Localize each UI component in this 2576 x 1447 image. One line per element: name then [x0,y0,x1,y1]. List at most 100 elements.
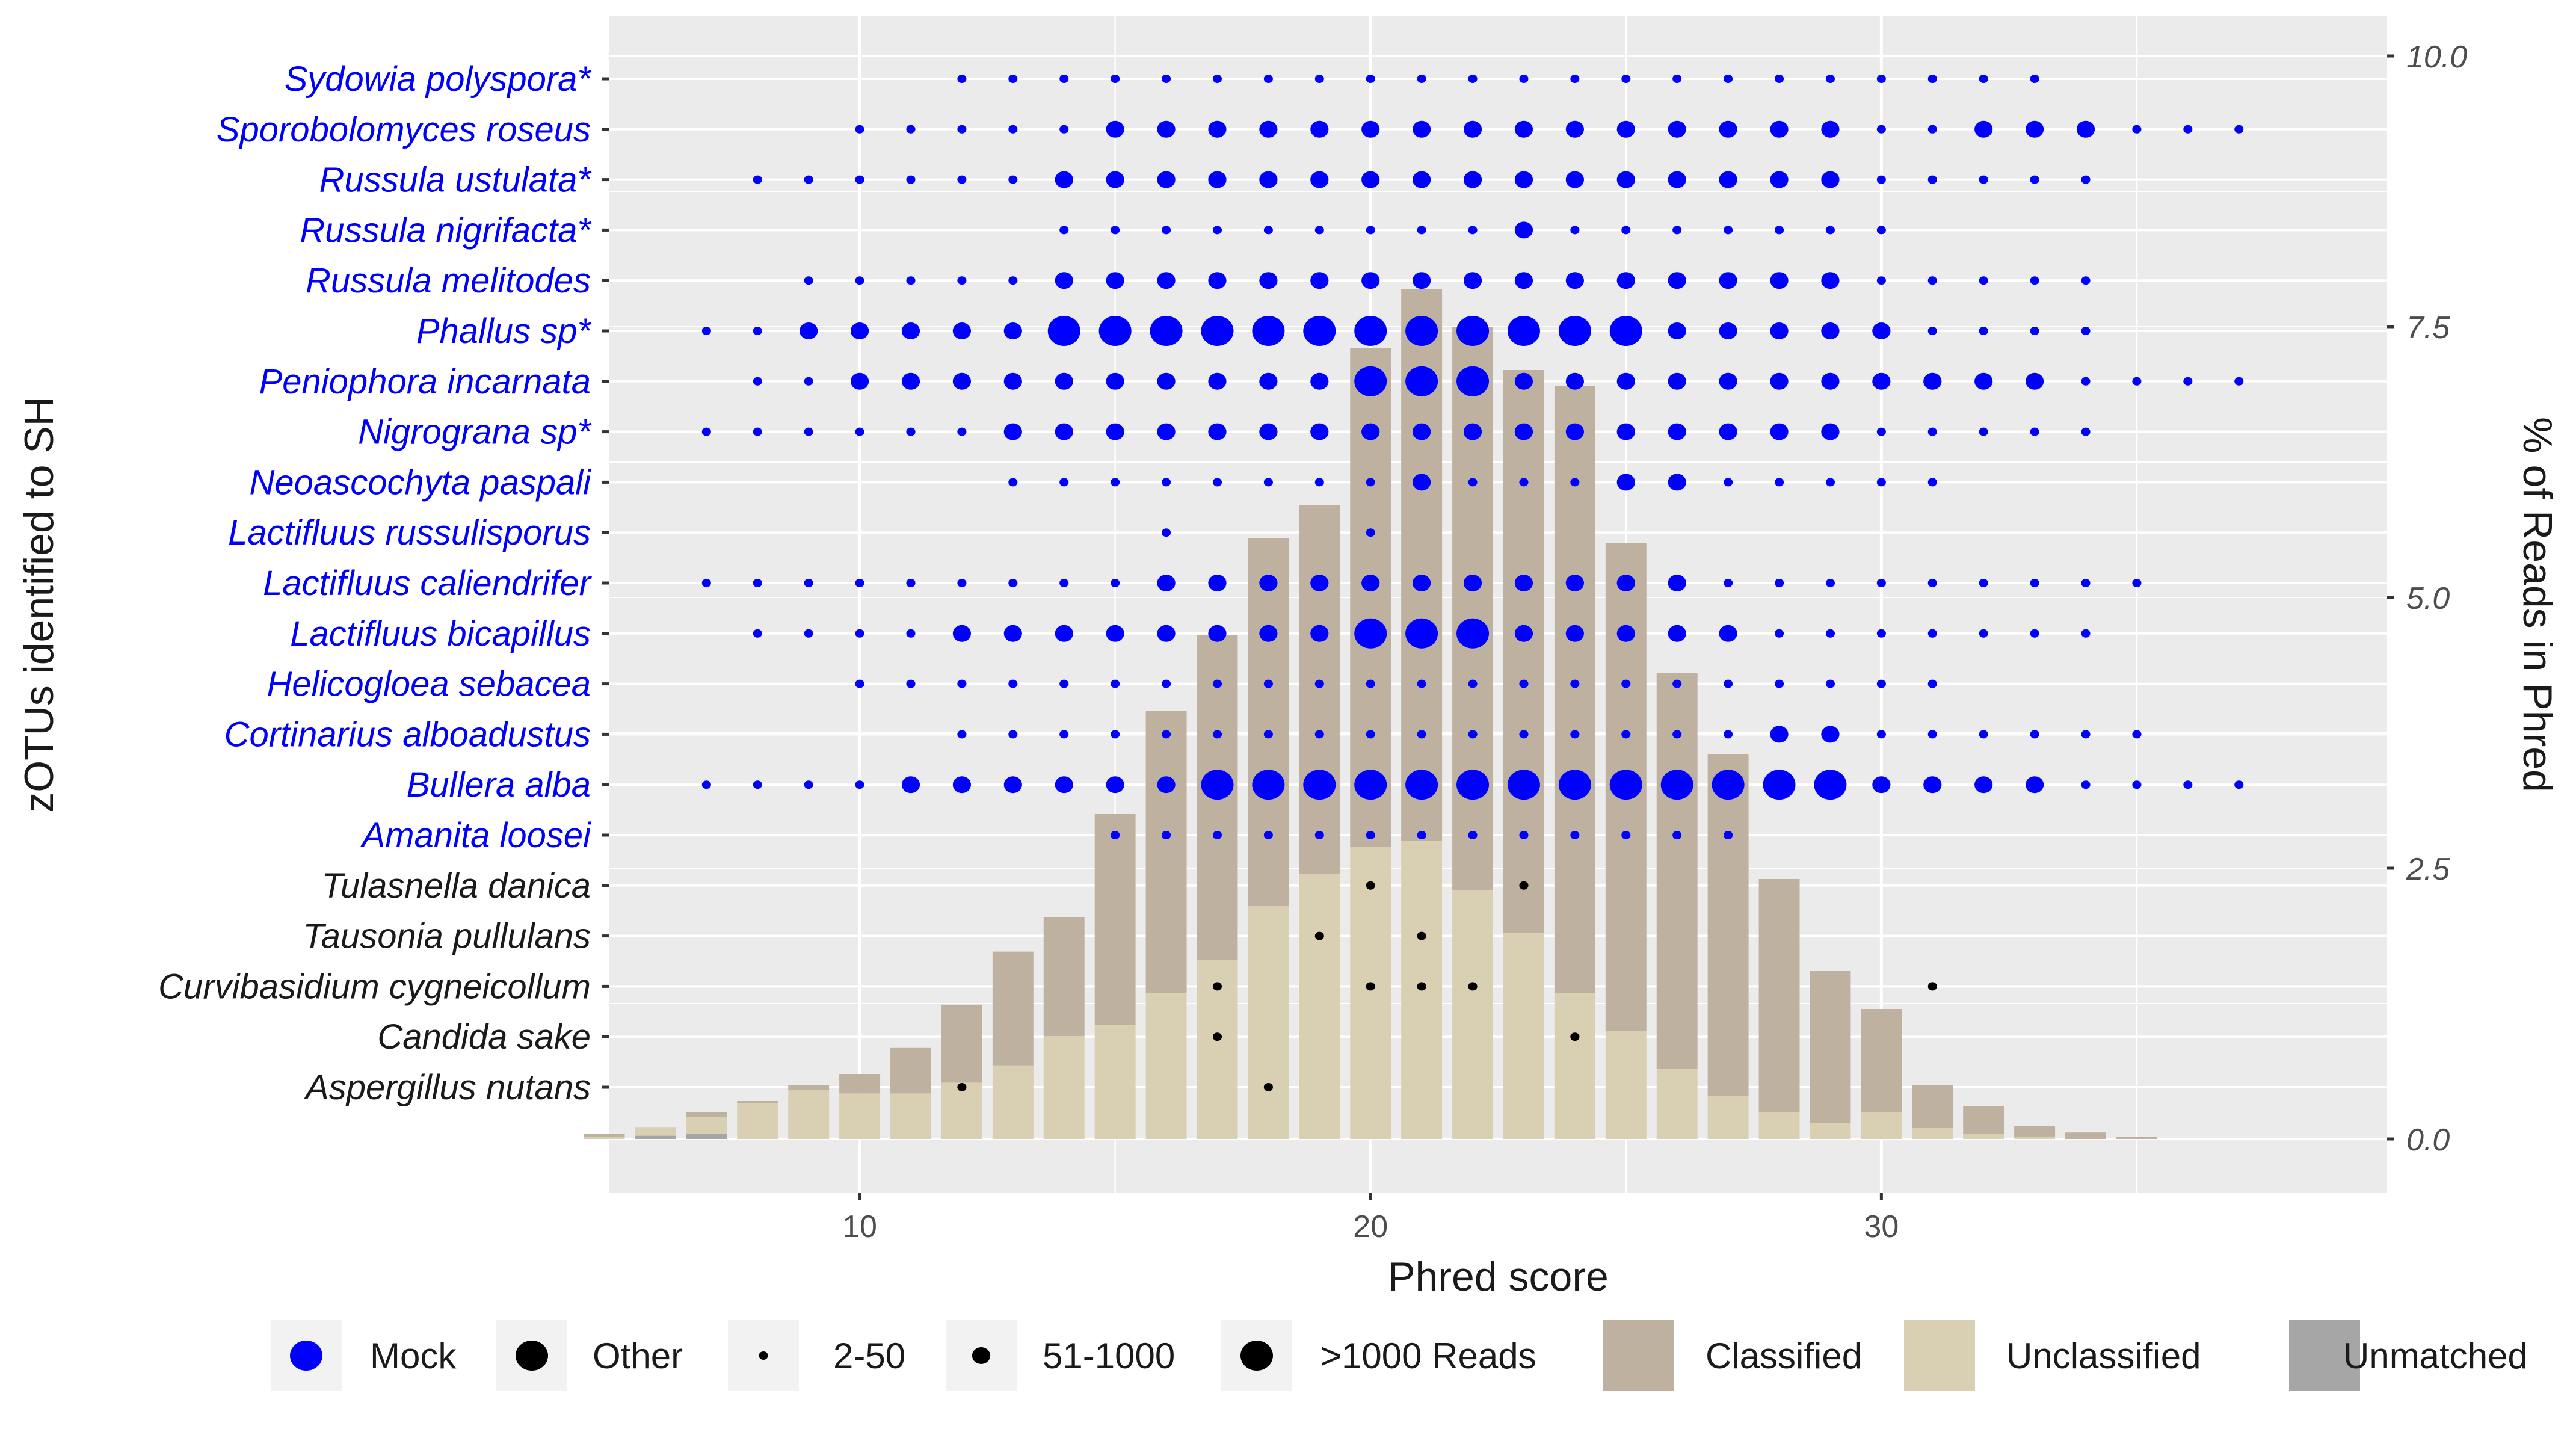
point-mock [855,679,864,688]
point-mock [1208,575,1227,591]
point-mock [1770,120,1789,138]
point-mock [1927,427,1937,436]
point-mock [1157,575,1176,591]
y-axis-title: zOTUs identified to SH [16,396,62,813]
bar-classified [1758,879,1800,1112]
point-mock [1872,322,1891,339]
point-mock [1212,478,1222,487]
point-mock [901,776,920,794]
point-mock [1111,226,1120,235]
point-mock [906,629,916,638]
point-mock [1621,730,1631,739]
point-mock [1212,75,1222,83]
point-other [1366,881,1375,890]
point-mock [1616,272,1635,289]
legend-item-51-1000: 51-1000 [946,1320,1175,1391]
point-mock [1565,120,1584,138]
point-mock [1303,316,1336,346]
point-mock [1361,272,1380,289]
point-mock [2234,125,2244,134]
point-mock [855,579,864,587]
point-mock [1157,625,1176,642]
point-mock [1252,770,1285,800]
point-mock [906,125,916,134]
bar-classified [1861,1009,1902,1112]
point-mock [2081,427,2091,436]
point-mock [1314,226,1324,235]
point-mock [1724,75,1733,83]
y-tick-label: Russula nigrifacta* [300,211,592,250]
point-mock [1519,730,1529,739]
point-other [1417,931,1426,940]
point-mock [1621,75,1631,83]
point-mock [753,377,762,386]
point-mock [1106,776,1124,794]
point-mock [1413,474,1431,491]
y2-axis-title: % of Reads in Phred [2515,417,2560,792]
bar-classified [1810,971,1851,1123]
y2-tick-label: 5.0 [2406,581,2450,616]
point-mock [1616,372,1635,390]
point-mock [1724,226,1733,235]
point-mock [1974,372,1993,390]
point-mock [1463,171,1482,188]
point-mock [1979,276,1988,285]
point-mock [1927,276,1937,285]
bar-unclassified [1605,1031,1647,1139]
point-mock [1770,726,1789,743]
point-mock [1106,120,1124,138]
point-mock [1111,75,1120,83]
point-mock [1263,831,1273,839]
point-mock [957,175,967,184]
point-mock [1059,75,1069,83]
bar-classified [686,1112,727,1117]
legend-label: Mock [370,1336,457,1376]
point-mock [1927,579,1937,587]
bar-unclassified [1554,993,1595,1139]
point-other [1417,982,1426,991]
point-mock [1059,679,1069,688]
point-mock [1003,423,1022,440]
bar-unclassified [1350,847,1391,1139]
point-mock [1366,831,1375,839]
bar-classified [1912,1085,1953,1128]
point-mock [1468,226,1478,235]
point-mock [1514,625,1533,642]
point-mock [1059,478,1069,487]
bar-unclassified [635,1127,676,1136]
point-mock [1927,730,1937,739]
point-mock [1570,478,1580,487]
y2-tick-label: 0.0 [2406,1123,2450,1158]
legend-label: 2-50 [833,1336,905,1376]
point-mock [1821,726,1840,743]
legend-key-fill [1904,1320,1975,1391]
bar-classified [2065,1132,2106,1139]
point-mock [804,276,813,285]
point-mock [1008,276,1018,285]
point-mock [906,579,916,587]
y-tick-label: Candida sake [377,1017,591,1057]
y-tick-label: Bullera alba [407,765,591,804]
legend-key-dot [972,1347,991,1364]
legend-key-dot [759,1351,768,1360]
point-mock [1621,226,1631,235]
point-mock [804,377,813,386]
point-mock [957,579,967,587]
point-mock [1162,831,1171,839]
legend-item-2-50: 2-50 [728,1320,905,1391]
point-mock [1621,679,1631,688]
point-mock [1979,75,1988,83]
point-mock [1208,272,1227,289]
bar-classified [1043,917,1085,1036]
point-mock [2081,377,2091,386]
point-mock [2030,629,2039,638]
y-tick-label: Lactifluus bicapillus [290,614,591,653]
point-mock [804,780,813,789]
point-mock [1456,316,1490,346]
point-mock [1111,478,1120,487]
point-mock [1055,423,1073,440]
point-mock [1463,423,1482,440]
point-mock [952,625,972,642]
point-mock [1162,75,1171,83]
point-mock [804,579,813,587]
